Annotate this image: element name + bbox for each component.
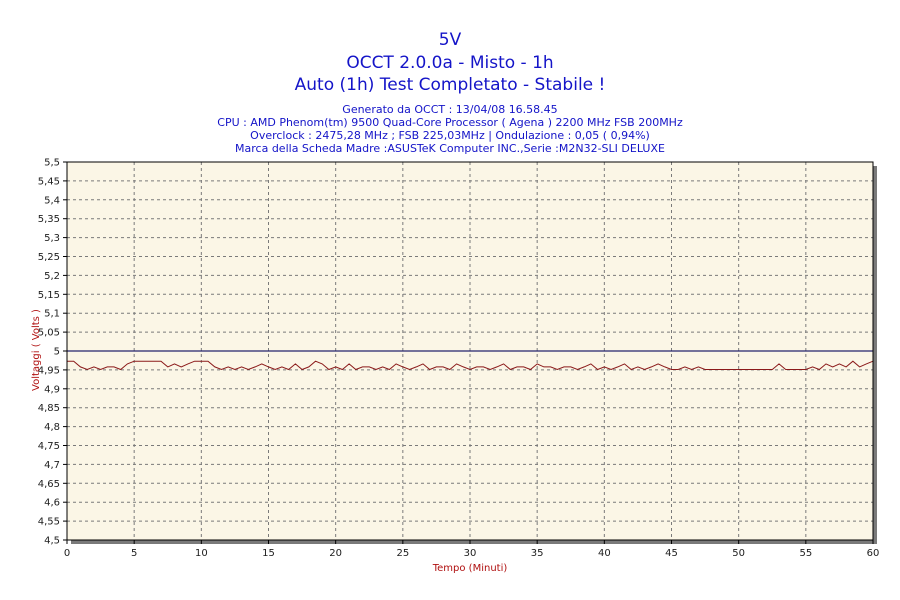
y-tick-label: 4,8 — [44, 422, 60, 433]
y-tick-label: 4,65 — [38, 479, 60, 490]
x-axis-label: Tempo (Minuti) — [432, 563, 508, 574]
y-tick-label: 4,7 — [44, 460, 60, 471]
x-tick-label: 40 — [598, 548, 611, 559]
x-tick-label: 35 — [531, 548, 544, 559]
y-tick-label: 5 — [54, 347, 60, 358]
x-tick-label: 0 — [64, 548, 70, 559]
y-tick-label: 5,4 — [44, 195, 60, 206]
y-tick-label: 4,6 — [44, 498, 60, 509]
x-tick-label: 45 — [665, 548, 678, 559]
info-cpu: CPU : AMD Phenom(tm) 9500 Quad-Core Proc… — [217, 116, 683, 129]
x-tick-label: 25 — [396, 548, 409, 559]
y-tick-label: 5,45 — [38, 176, 60, 187]
y-tick-label: 4,55 — [38, 517, 60, 528]
x-tick-label: 5 — [131, 548, 137, 559]
y-tick-label: 4,9 — [44, 384, 60, 395]
series-line — [67, 360, 874, 371]
x-tick-label: 50 — [732, 548, 745, 559]
y-tick-label: 5,5 — [44, 158, 60, 169]
y-axis-ticks: 4,5 4,55 4,6 4,65 4,7 4,75 4,8 4,85 4,9 4,95 5 5,05… — [38, 158, 67, 547]
y-tick-label: 5,35 — [38, 214, 60, 225]
y-tick-label: 4,75 — [38, 441, 60, 452]
x-tick-label: 55 — [799, 548, 812, 559]
y-tick-label: 4,95 — [38, 365, 60, 376]
y-tick-label: 5,15 — [38, 290, 60, 301]
y-tick-label: 5,2 — [44, 271, 60, 282]
series-group — [67, 360, 874, 371]
y-tick-label: 4,5 — [44, 536, 60, 547]
x-tick-label: 60 — [867, 548, 880, 559]
x-tick-label: 20 — [329, 548, 342, 559]
info-generated: Generato da OCCT : 13/04/08 16.58.45 — [342, 103, 557, 116]
chart-title-1: 5V — [439, 30, 462, 50]
y-tick-label: 5,05 — [38, 328, 60, 339]
x-axis-ticks: 0 5 10 15 20 25 30 35 40 45 50 55 60 — [64, 540, 880, 559]
info-overclock: Overclock : 2475,28 MHz ; FSB 225,03MHz … — [250, 129, 650, 142]
y-tick-label: 4,85 — [38, 403, 60, 414]
x-tick-label: 15 — [262, 548, 275, 559]
y-tick-label: 5,3 — [44, 233, 60, 244]
y-axis-label: Voltaggi ( Volts ) — [31, 309, 42, 391]
chart-title-2: OCCT 2.0.0a - Misto - 1h — [346, 53, 553, 73]
y-tick-label: 5,25 — [38, 252, 60, 263]
plot-shadow-bottom — [71, 540, 877, 544]
plot-shadow-right — [873, 166, 877, 544]
chart-title-3: Auto (1h) Test Completato - Stabile ! — [295, 75, 606, 95]
x-tick-label: 30 — [464, 548, 477, 559]
info-motherboard: Marca della Scheda Madre :ASUSTeK Comput… — [235, 142, 665, 155]
y-tick-label: 5,1 — [44, 309, 60, 320]
x-tick-label: 10 — [195, 548, 208, 559]
plot-shadow — [71, 166, 877, 544]
